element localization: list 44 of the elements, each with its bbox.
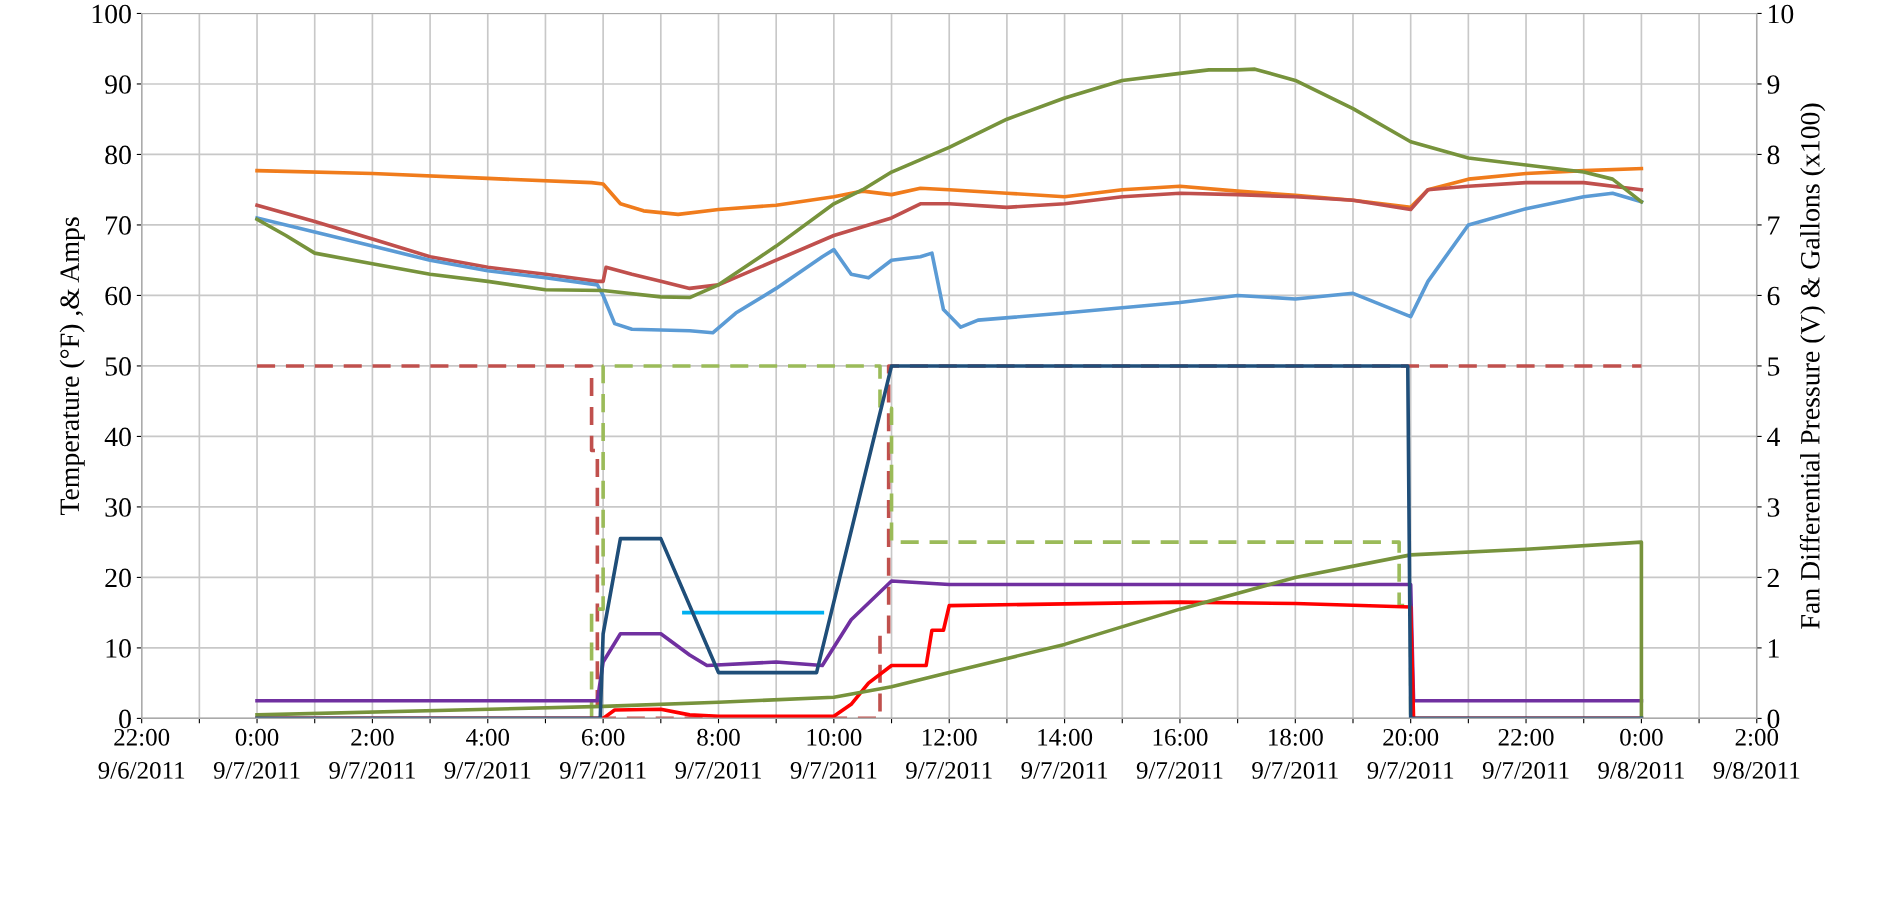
y2-tick-label: 2 — [1767, 568, 1779, 588]
line-series — [255, 67, 1644, 300]
y2-tick-label: 7 — [1768, 216, 1780, 235]
x-tick-label: 20:00 9/7/2011 — [1367, 728, 1454, 779]
y-tick-label: 60 — [105, 286, 131, 306]
line-series — [255, 540, 1644, 719]
line-series — [255, 364, 1644, 719]
x-tick-label: 10:00 9/7/2011 — [790, 728, 877, 779]
y-tick-label: 80 — [105, 145, 131, 165]
y2-tick-label: 5 — [1768, 357, 1780, 376]
y2-tick-label: 3 — [1767, 498, 1780, 517]
y-tick-label: 90 — [105, 75, 131, 94]
y-tick-label: 70 — [106, 216, 131, 235]
y-tick-label: 50 — [105, 357, 131, 376]
x-tick-label: 14:00 9/7/2011 — [1021, 728, 1108, 779]
y2-tick-label: 9 — [1767, 75, 1780, 94]
x-tick-label: 6:00 9/7/2011 — [559, 728, 646, 779]
y2-tick-label: 1 — [1768, 639, 1779, 658]
y-tick-label: 10 — [106, 639, 131, 658]
x-tick-label: 22:00 9/7/2011 — [1482, 728, 1569, 779]
x-tick-label: 2:00 9/8/2011 — [1713, 728, 1800, 779]
y-tick-label: 0 — [119, 709, 131, 729]
y2-axis-title: Fan Differential Pressure (V) & Gallons (x100) — [1799, 103, 1826, 629]
x-tick-label: 0:00 9/7/2011 — [213, 728, 300, 779]
y-tick-label: 30 — [105, 498, 131, 517]
x-tick-label: 12:00 9/7/2011 — [906, 728, 992, 779]
x-tick-label: 2:00 9/7/2011 — [329, 728, 415, 779]
x-tick-label: 22:00 9/6/2011 — [98, 728, 185, 779]
y-tick-label: 40 — [104, 427, 131, 447]
y-tick-label: 100 — [92, 4, 131, 24]
line-series — [255, 191, 1644, 335]
y2-tick-label: 4 — [1767, 427, 1780, 447]
y-tick-label: 20 — [105, 568, 131, 588]
y-axis-title: Temperature (°F) ,& Amps — [59, 217, 85, 516]
y2-tick-label: 8 — [1767, 145, 1780, 165]
x-tick-label: 4:00 9/7/2011 — [444, 728, 531, 779]
x-tick-label: 0:00 9/8/2011 — [1598, 728, 1684, 779]
line-series — [255, 180, 1644, 291]
x-tick-label: 8:00 9/7/2011 — [675, 728, 761, 779]
x-tick-label: 18:00 9/7/2011 — [1252, 728, 1338, 779]
x-tick-label: 16:00 9/7/2011 — [1136, 728, 1223, 779]
y2-tick-label: 10 — [1768, 4, 1794, 24]
y2-tick-label: 0 — [1767, 709, 1780, 729]
y2-tick-label: 6 — [1767, 286, 1780, 306]
